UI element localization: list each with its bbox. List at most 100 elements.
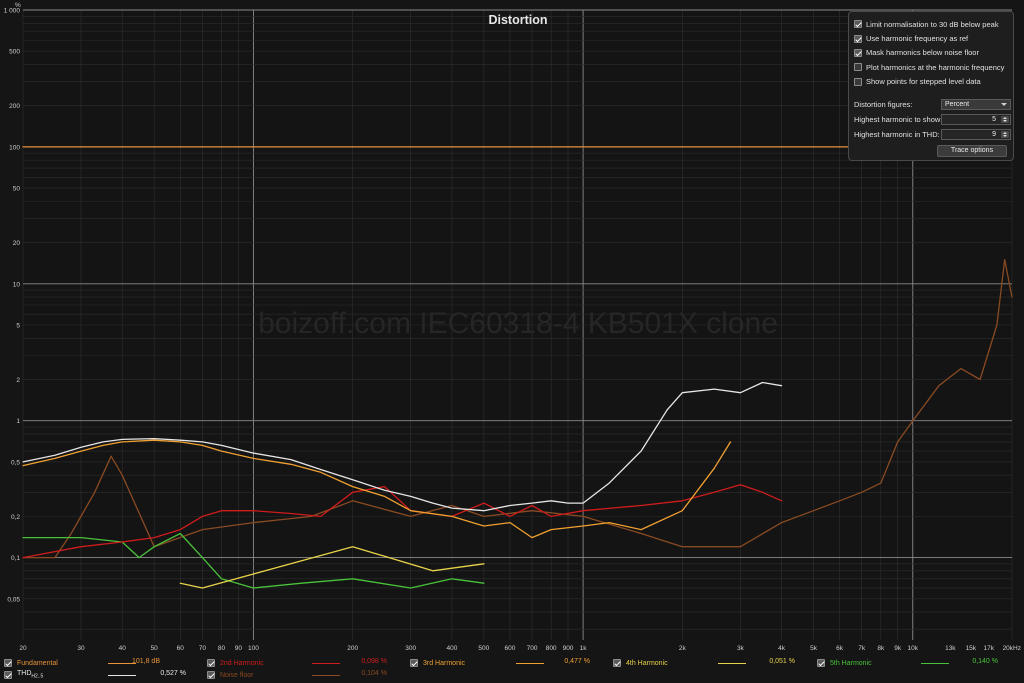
y-unit-label: % [15,2,21,9]
option-mask-harmonics[interactable]: Mask harmonics below noise floor [854,46,1008,60]
legend-label: 4th Harmonic [626,659,668,667]
x-tick-label: 200 [347,645,358,652]
x-tick-label: 15k [966,645,977,652]
checkbox[interactable] [613,659,621,667]
chevron-down-icon [1001,102,1007,106]
x-tick-label: 400 [446,645,457,652]
checkbox[interactable] [4,659,12,667]
x-tick-label: 100 [248,645,259,652]
y-tick-label: 1 [16,418,20,425]
legend-item-5th-harmonic[interactable]: 5th Harmonic [817,657,872,669]
checkbox[interactable] [854,48,862,57]
series-line-4th-harmonic [179,546,485,589]
distortion-figures-label: Distortion figures: [854,99,913,109]
legend-value: 0,051 % [769,658,795,665]
legend-label: THDH2..5 [17,670,43,679]
legend-item-2nd-harmonic[interactable]: 2nd Harmonic [207,657,264,669]
legend-label: 3rd Harmonic [423,659,466,667]
highest-harmonic-show-value: 5 [992,115,996,123]
option-limit-normalisation[interactable]: Limit normalisation to 30 dB below peak [854,17,1008,31]
x-tick-label: 60 [177,645,185,652]
option-label: Plot harmonics at the harmonic frequency [866,62,1005,72]
checkbox[interactable] [817,659,825,667]
y-tick-label: 1 000 [4,8,21,15]
distortion-figures-select[interactable]: Percent [941,98,1011,110]
checkbox[interactable] [854,63,862,72]
highest-harmonic-thd-label: Highest harmonic in THD: [854,129,940,139]
legend-item-fundamental[interactable]: Fundamental [4,657,58,669]
highest-harmonic-show-spinner[interactable]: 5 [941,113,1011,125]
x-tick-label: 2k [679,645,687,652]
highest-harmonic-thd-spinner[interactable]: 9 [941,128,1011,140]
option-label: Limit normalisation to 30 dB below peak [866,19,999,29]
x-tick-label: 8k [877,645,885,652]
legend-item-3rd-harmonic[interactable]: 3rd Harmonic [410,657,465,669]
x-tick-label: 5k [810,645,818,652]
x-tick-label: 13k [945,645,956,652]
x-tick-label: 20 [19,645,27,652]
option-show-points-stepped[interactable]: Show points for stepped level data [854,75,1008,89]
y-tick-label: 50 [13,186,21,193]
checkbox[interactable] [854,20,862,29]
x-tick-label: 50 [151,645,159,652]
x-tick-label: 30 [77,645,85,652]
watermark-text: boizoff.com IEC60318-4 KB501X clone [258,307,778,340]
y-tick-label: 0,1 [11,555,20,562]
options-panel: Limit normalisation to 30 dB below peak … [848,11,1014,161]
checkbox[interactable] [4,671,12,679]
x-tick-label: 80 [218,645,226,652]
legend-swatch [516,663,544,664]
x-tick-label: 20kHz [1003,645,1021,652]
thd-label-main: THD [17,670,32,678]
checkbox[interactable] [410,659,418,667]
highest-harmonic-thd-value: 9 [992,130,996,138]
thd-label-sub: H2..5 [31,673,44,680]
legend-item-4th-harmonic[interactable]: 4th Harmonic [613,657,668,669]
checkbox[interactable] [854,34,862,43]
checkbox[interactable] [854,77,862,86]
legend-item-noise-floor[interactable]: Noise floor [207,669,253,681]
y-tick-label: 100 [9,144,20,151]
option-label: Mask harmonics below noise floor [866,48,979,58]
x-tick-label: 1k [580,645,588,652]
x-tick-label: 10k [908,645,919,652]
legend-swatch [718,663,746,664]
spinner-arrows-icon[interactable] [1001,115,1009,123]
legend-swatch [312,675,340,676]
legend: Fundamental 101,8 dB 2nd Harmonic 0,098 … [0,655,1024,683]
option-plot-harmonics-at-frequency[interactable]: Plot harmonics at the harmonic frequency [854,60,1008,74]
option-use-harmonic-frequency-ref[interactable]: Use harmonic frequency as ref [854,31,1008,45]
x-tick-label: 300 [405,645,416,652]
trace-options-button[interactable]: Trace options [937,145,1007,157]
series-group [22,146,1013,589]
y-tick-label: 500 [9,49,20,56]
highest-harmonic-show-row: Highest harmonic to show: 5 [854,112,1011,127]
x-tick-label: 40 [119,645,127,652]
legend-value: 0,104 % [361,670,387,677]
legend-label: Fundamental [17,659,58,667]
checkbox[interactable] [207,671,215,679]
y-tick-label: 20 [13,240,21,247]
y-tick-label: 0,2 [11,514,20,521]
x-tick-label: 90 [235,645,243,652]
y-tick-label: 200 [9,103,20,110]
checkbox[interactable] [207,659,215,667]
y-tick-label: 0,5 [11,459,20,466]
legend-swatch [921,663,949,664]
x-tick-label: 9k [894,645,902,652]
series-line-noise-floor [22,259,1013,559]
distortion-figures-value: Percent [945,100,970,108]
y-tick-label: 5 [16,323,20,330]
x-tick-label: 700 [527,645,538,652]
x-tick-label: 900 [563,645,574,652]
legend-value: 0,098 % [361,658,387,665]
option-label: Show points for stepped level data [866,77,981,87]
distortion-figures-row: Distortion figures: Percent [854,97,1011,112]
legend-value: 0,527 % [160,670,186,677]
legend-item-thd[interactable]: THDH2..5 [4,669,43,681]
option-label: Use harmonic frequency as ref [866,34,969,44]
spinner-arrows-icon[interactable] [1001,130,1009,138]
y-tick-label: 10 [13,281,21,288]
